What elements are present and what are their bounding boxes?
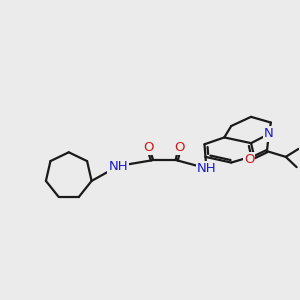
Text: O: O [143,141,153,154]
Text: O: O [175,141,185,154]
Text: N: N [264,128,274,140]
Text: NH: NH [109,160,128,172]
Text: O: O [244,153,254,166]
Text: NH: NH [197,162,216,175]
